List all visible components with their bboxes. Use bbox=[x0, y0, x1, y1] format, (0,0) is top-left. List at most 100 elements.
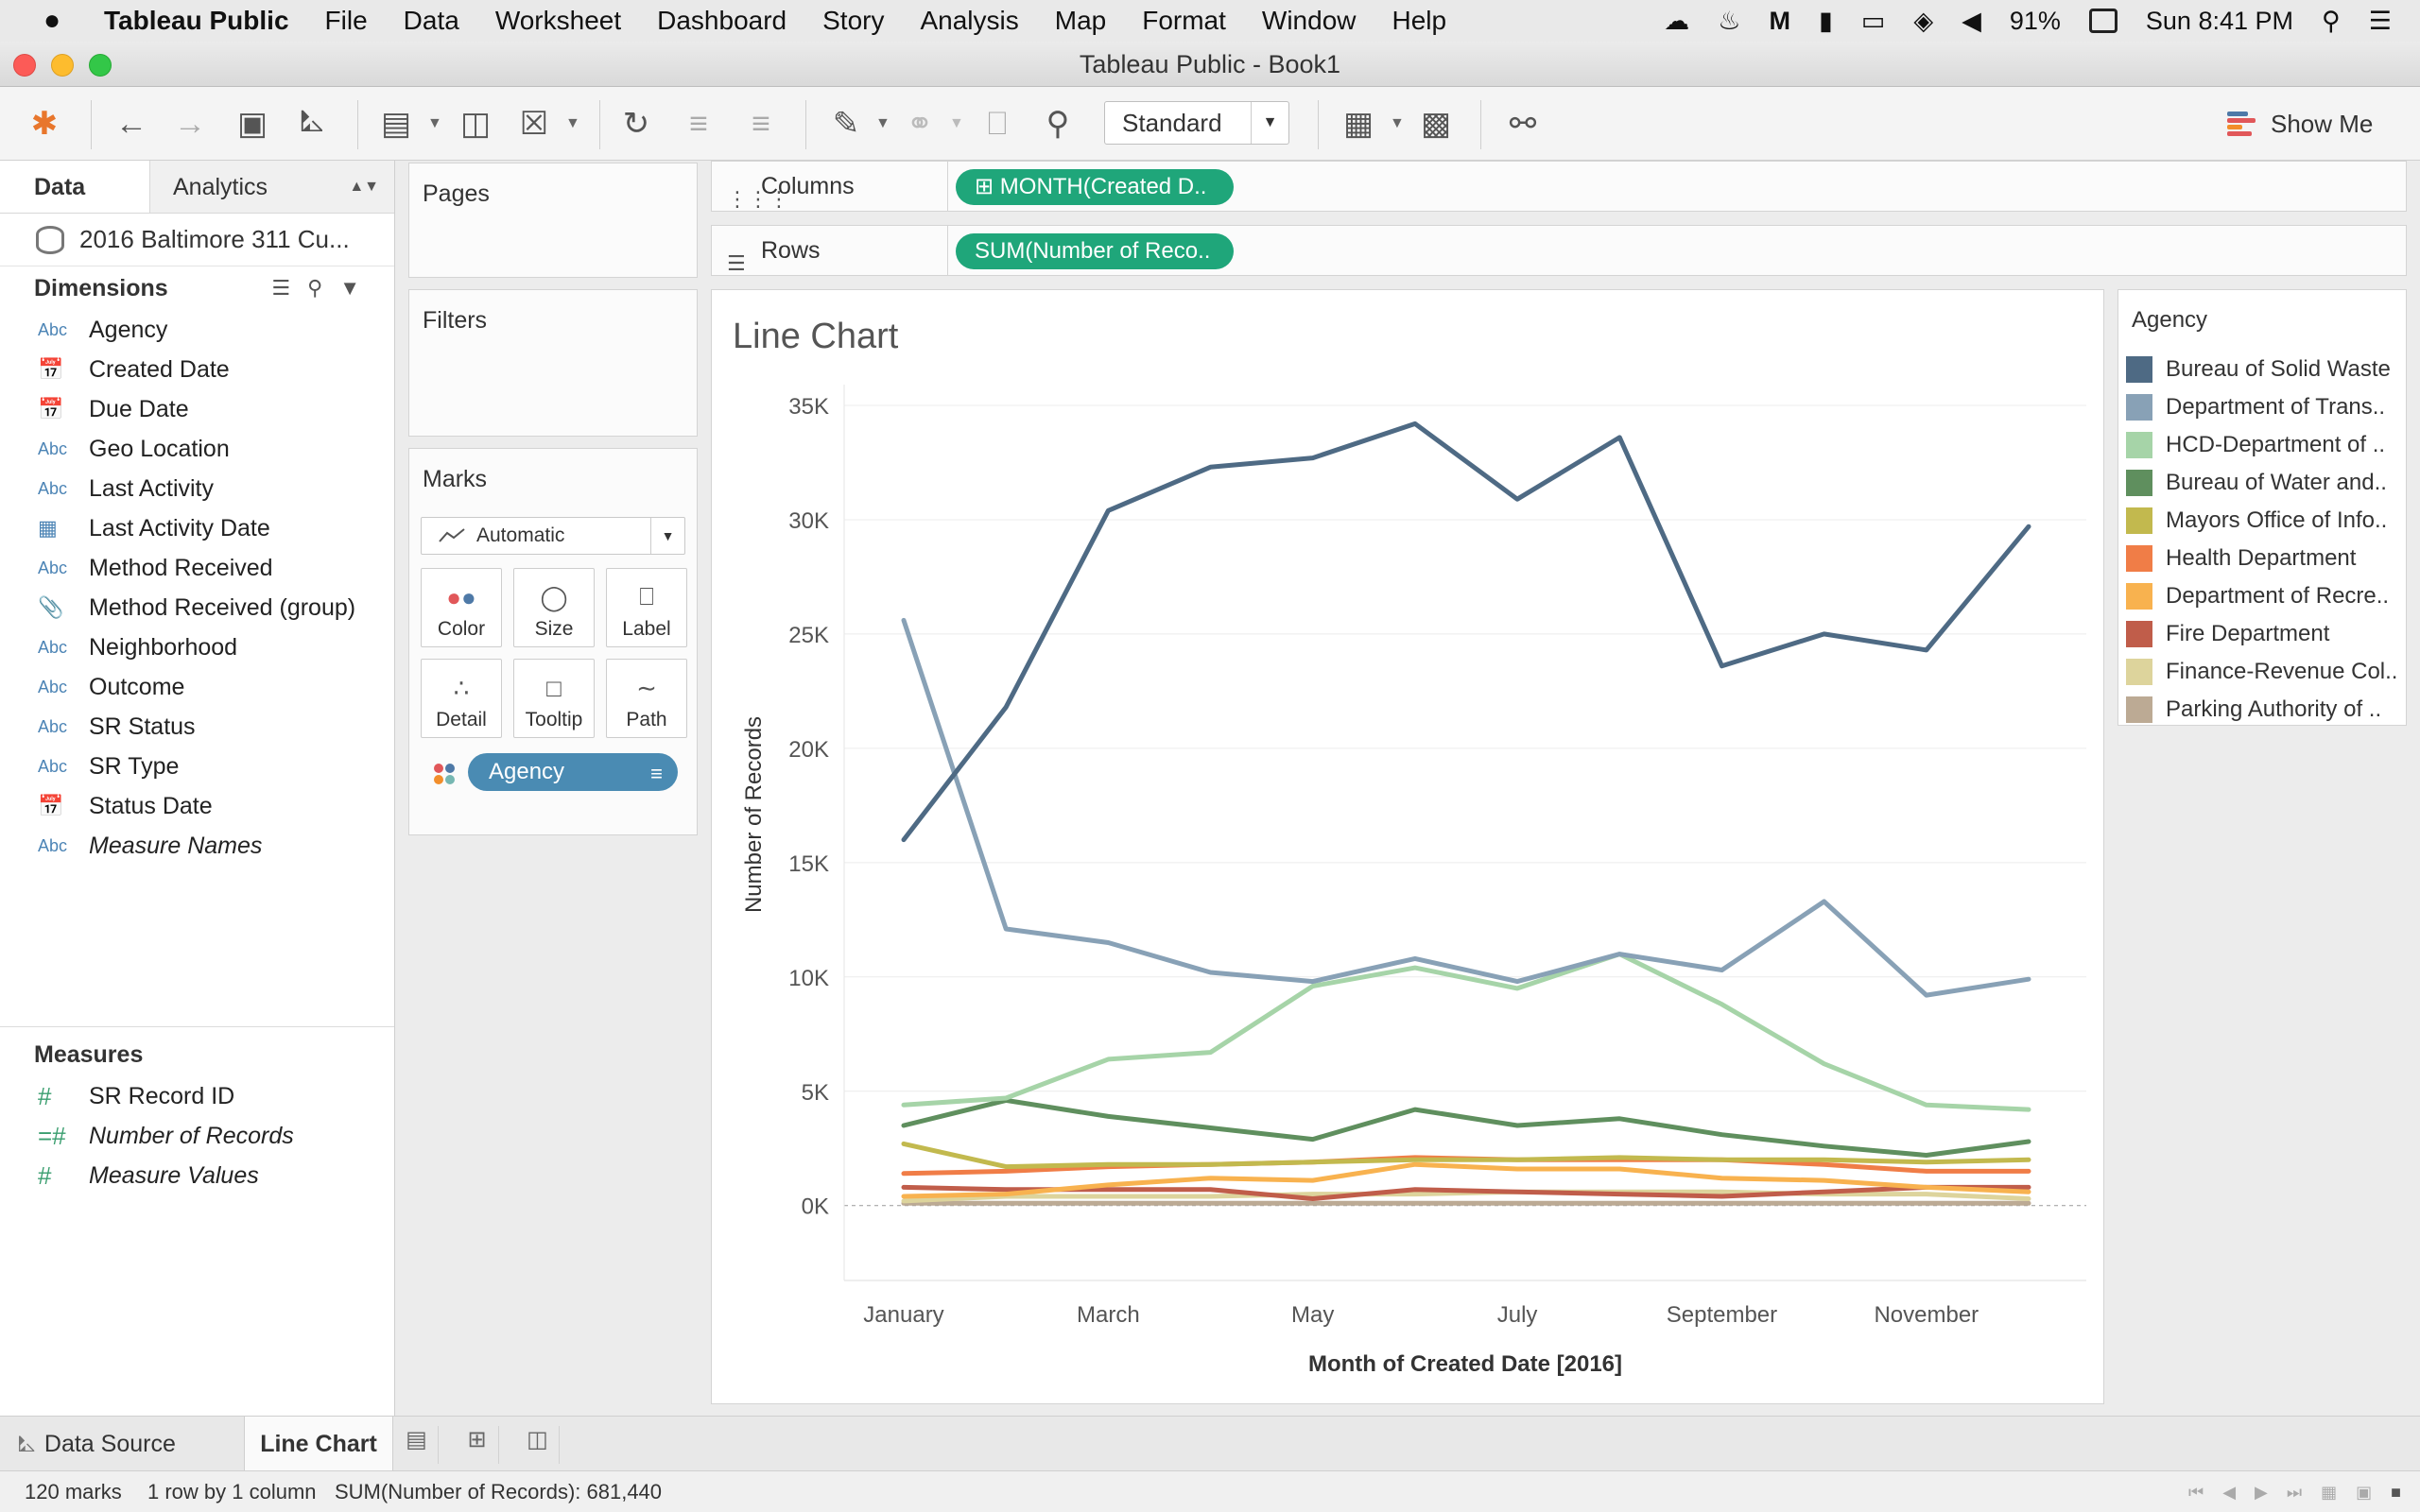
clock[interactable]: Sun 8:41 PM bbox=[2145, 6, 2293, 35]
fix-axes-pin-icon[interactable]: ⚲ bbox=[1046, 106, 1070, 142]
field-due-date[interactable]: 📅 Due Date bbox=[0, 389, 394, 429]
new-story-tab-icon[interactable]: ◫ bbox=[516, 1426, 560, 1464]
menu-story[interactable]: Story bbox=[822, 6, 885, 35]
new-worksheet-dropdown-icon[interactable]: ▼ bbox=[427, 115, 442, 131]
save-icon[interactable]: ▣ bbox=[236, 106, 268, 142]
dimensions-header-icons[interactable]: ☰⚲▼ bbox=[271, 276, 377, 300]
color-button[interactable]: ● ● Color bbox=[421, 568, 502, 647]
field-number-of-records[interactable]: =# Number of Records bbox=[0, 1116, 394, 1156]
tab-data[interactable]: Data bbox=[0, 161, 149, 213]
tooltip-button[interactable]: □ Tooltip bbox=[513, 659, 595, 738]
spotlight-search-icon[interactable]: ⚲ bbox=[2322, 6, 2341, 35]
sort-ascending-icon[interactable]: ≡ bbox=[689, 105, 708, 142]
field-last-activity[interactable]: Abc Last Activity bbox=[0, 469, 394, 508]
swap-rows-columns-icon[interactable]: ↻ bbox=[622, 106, 650, 142]
field-neighborhood[interactable]: Abc Neighborhood bbox=[0, 627, 394, 667]
battery-percent[interactable]: 91% bbox=[2009, 6, 2061, 35]
group-members-icon[interactable]: ⚭ bbox=[906, 106, 934, 142]
group-dropdown-icon[interactable]: ▼ bbox=[949, 115, 964, 131]
series-line[interactable] bbox=[901, 952, 2031, 1112]
mark-type-select[interactable]: Automatic ▼ bbox=[421, 517, 685, 555]
columns-shelf[interactable]: ⋮⋮⋮ Columns ⊞ MONTH(Created D.. bbox=[711, 161, 2407, 212]
wifi-icon[interactable]: ◈ bbox=[1913, 6, 1934, 35]
menu-map[interactable]: Map bbox=[1054, 6, 1107, 35]
line-chart[interactable]: 0K 5K 10K 15K 20K 25K 30K 35K January March May Jul… bbox=[712, 290, 2105, 1405]
undo-icon[interactable]: ← bbox=[115, 105, 147, 142]
columns-pill[interactable]: ⊞ MONTH(Created D.. bbox=[956, 169, 1234, 205]
legend-item[interactable]: Bureau of Solid Waste bbox=[2118, 351, 2406, 388]
series-line[interactable] bbox=[901, 421, 2031, 843]
legend-item[interactable]: Finance-Revenue Col.. bbox=[2118, 653, 2406, 691]
data-source-tab[interactable]: ⛡ Data Source bbox=[17, 1417, 176, 1471]
malwarebytes-icon[interactable]: M bbox=[1769, 6, 1790, 35]
new-worksheet-tab-icon[interactable]: ▤ bbox=[395, 1426, 439, 1464]
close-window-button[interactable] bbox=[13, 54, 36, 77]
data-source-row[interactable]: 2016 Baltimore 311 Cu... bbox=[0, 214, 394, 266]
battery-icon[interactable] bbox=[2088, 9, 2118, 33]
new-dashboard-tab-icon[interactable]: ⊞ bbox=[456, 1426, 499, 1464]
field-created-date[interactable]: 📅 Created Date bbox=[0, 350, 394, 389]
tab-line-chart[interactable]: Line Chart bbox=[244, 1417, 393, 1471]
duplicate-sheet-icon[interactable]: ◫ bbox=[459, 106, 492, 142]
rows-pill[interactable]: SUM(Number of Reco.. bbox=[956, 233, 1234, 269]
sheet-sorter-icon[interactable]: ▦ bbox=[2321, 1483, 2338, 1502]
field-method-received-group[interactable]: 📎 Method Received (group) bbox=[0, 588, 394, 627]
series-line[interactable] bbox=[901, 1161, 2031, 1199]
highlight-icon[interactable]: ✎ bbox=[832, 106, 860, 142]
menu-app-name[interactable]: Tableau Public bbox=[104, 6, 289, 35]
field-sr-record-id[interactable]: # SR Record ID bbox=[0, 1076, 394, 1116]
series-line[interactable] bbox=[901, 1141, 2031, 1170]
series-line[interactable] bbox=[901, 617, 2031, 998]
menu-format[interactable]: Format bbox=[1142, 6, 1226, 35]
field-method-received[interactable]: Abc Method Received bbox=[0, 548, 394, 588]
legend-item[interactable]: HCD-Department of .. bbox=[2118, 426, 2406, 464]
presentation-mode-icon[interactable]: ▩ bbox=[1420, 106, 1452, 142]
menu-worksheet[interactable]: Worksheet bbox=[494, 6, 622, 35]
fit-select[interactable]: Standard ▼ bbox=[1104, 101, 1289, 145]
menu-file[interactable]: File bbox=[324, 6, 368, 35]
apple-logo-icon[interactable]: ● bbox=[43, 5, 61, 36]
creative-cloud-icon[interactable]: ☁ bbox=[1664, 6, 1690, 35]
clear-sheet-dropdown-icon[interactable]: ▼ bbox=[565, 115, 580, 131]
series-line[interactable] bbox=[901, 1184, 2031, 1201]
volume-icon[interactable]: ◀ bbox=[1962, 6, 1981, 35]
field-measure-values[interactable]: # Measure Values bbox=[0, 1156, 394, 1195]
show-cards-dropdown-icon[interactable]: ▼ bbox=[1390, 115, 1405, 131]
tab-analytics[interactable]: Analytics ▲▼ bbox=[149, 161, 394, 213]
flame-icon[interactable]: ♨ bbox=[1718, 6, 1741, 35]
next-sheet-icon[interactable]: ▶ bbox=[2255, 1483, 2268, 1502]
field-sr-status[interactable]: Abc SR Status bbox=[0, 707, 394, 747]
new-data-source-icon[interactable]: ⛡ bbox=[299, 103, 323, 139]
minimize-window-button[interactable] bbox=[51, 54, 74, 77]
menu-data[interactable]: Data bbox=[403, 6, 459, 35]
first-sheet-icon[interactable]: ⏮ bbox=[2188, 1483, 2204, 1502]
share-icon[interactable]: ⚯ bbox=[1509, 106, 1537, 142]
field-agency[interactable]: Abc Agency bbox=[0, 310, 394, 350]
tableau-logo-icon[interactable]: ✱ bbox=[30, 106, 59, 142]
size-button[interactable]: ◯ Size bbox=[513, 568, 595, 647]
field-sr-type[interactable]: Abc SR Type bbox=[0, 747, 394, 786]
zoom-window-button[interactable] bbox=[89, 54, 112, 77]
show-mark-labels-icon[interactable]: ⎕ bbox=[987, 105, 1008, 142]
field-geo-location[interactable]: Abc Geo Location bbox=[0, 429, 394, 469]
tabs-view-icon[interactable]: ■ bbox=[2391, 1483, 2401, 1502]
notification-app-icon[interactable]: ▮ bbox=[1818, 6, 1833, 35]
show-me-button[interactable]: Show Me bbox=[2227, 104, 2373, 144]
clear-sheet-icon[interactable]: ☒ bbox=[519, 106, 549, 142]
path-button[interactable]: ∼ Path bbox=[606, 659, 687, 738]
view-title[interactable]: Line Chart bbox=[733, 317, 899, 356]
label-button[interactable]: ⎕ Label bbox=[606, 568, 687, 647]
field-measure-names[interactable]: Abc Measure Names bbox=[0, 826, 394, 866]
legend-item[interactable]: Health Department bbox=[2118, 540, 2406, 577]
prev-sheet-icon[interactable]: ◀ bbox=[2222, 1483, 2237, 1502]
series-line[interactable] bbox=[901, 1189, 2031, 1204]
field-outcome[interactable]: Abc Outcome bbox=[0, 667, 394, 707]
legend-item[interactable]: Bureau of Water and.. bbox=[2118, 464, 2406, 502]
notification-center-icon[interactable]: ☰ bbox=[2368, 6, 2392, 35]
field-status-date[interactable]: 📅 Status Date bbox=[0, 786, 394, 826]
legend-item[interactable]: Department of Recre.. bbox=[2118, 577, 2406, 615]
detail-button[interactable]: ∴ Detail bbox=[421, 659, 502, 738]
legend-item[interactable]: Mayors Office of Info.. bbox=[2118, 502, 2406, 540]
legend-item[interactable]: Fire Department bbox=[2118, 615, 2406, 653]
highlight-dropdown-icon[interactable]: ▼ bbox=[875, 115, 890, 131]
